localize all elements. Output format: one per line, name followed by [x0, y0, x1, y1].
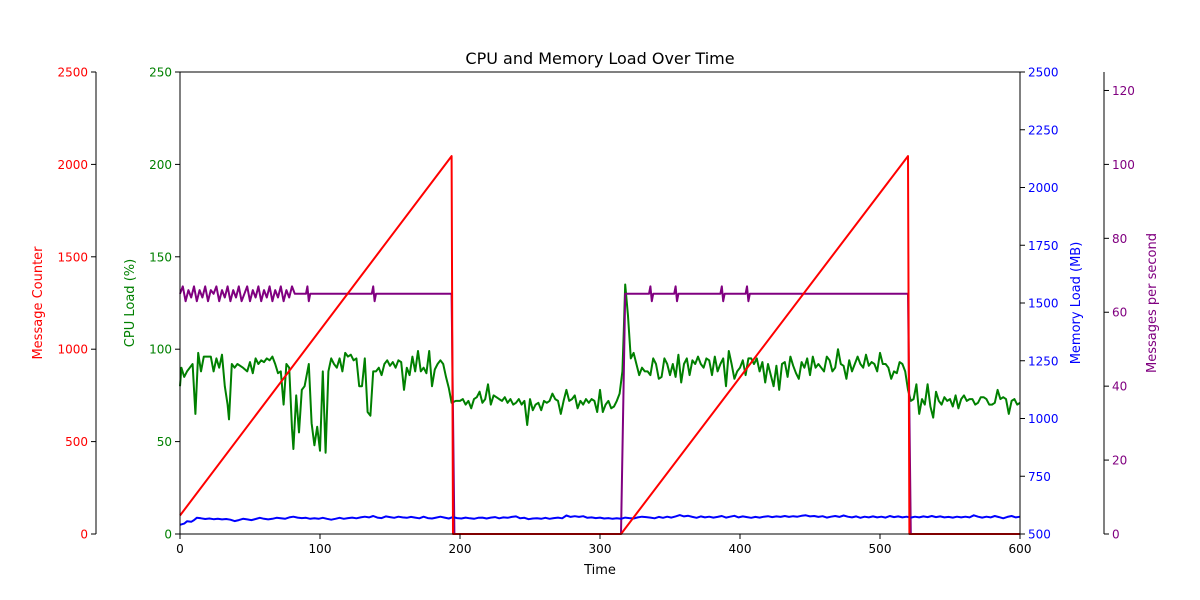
tick-label: 2000	[1028, 181, 1059, 195]
tick-label: 1750	[1028, 239, 1059, 253]
tick-label: 0	[1112, 528, 1120, 542]
memory-load-axis: 500 750 1000 1250 1500 1750 2000 2250 2500	[1020, 66, 1059, 542]
tick-label: 1500	[57, 250, 88, 264]
tick-label: 2250	[1028, 123, 1059, 137]
x-tick-label: 200	[449, 542, 472, 556]
x-tick-label: 300	[589, 542, 612, 556]
tick-label: 1000	[57, 343, 88, 357]
series-messages-per-second	[179, 285, 1020, 535]
tick-label: 60	[1112, 306, 1127, 320]
tick-label: 750	[1028, 470, 1051, 484]
tick-label: 2000	[57, 158, 88, 172]
tick-label: 0	[164, 528, 172, 542]
messages-per-second-axis-label: Messages per second	[1145, 233, 1160, 373]
message-counter-axis-label: Message Counter	[31, 246, 46, 360]
tick-label: 1250	[1028, 354, 1059, 368]
tick-label: 120	[1112, 84, 1135, 98]
tick-label: 500	[1028, 528, 1051, 542]
tick-label: 50	[157, 435, 172, 449]
series-cpu-load	[179, 283, 1021, 454]
messages-per-second-axis: 0 20 40 60 80 100 120	[1103, 72, 1135, 542]
tick-label: 500	[65, 435, 88, 449]
x-axis-label: Time	[583, 563, 616, 578]
tick-label: 1500	[1028, 297, 1059, 311]
memory-load-axis-label: Memory Load (MB)	[1069, 242, 1084, 365]
tick-label: 80	[1112, 232, 1127, 246]
tick-label: 2500	[57, 66, 88, 80]
plot-frame	[179, 71, 1021, 535]
x-axis: 0 100 200 300 400 500 600	[176, 534, 1031, 556]
series-message-counter	[179, 155, 1020, 535]
tick-label: 40	[1112, 380, 1127, 394]
tick-label: 100	[1112, 158, 1135, 172]
x-tick-label: 400	[729, 542, 752, 556]
tick-label: 2500	[1028, 66, 1059, 80]
x-tick-label: 600	[1009, 542, 1032, 556]
tick-label: 100	[149, 343, 172, 357]
x-tick-label: 100	[309, 542, 332, 556]
cpu-load-axis-label: CPU Load (%)	[123, 259, 138, 347]
series-memory-load	[179, 514, 1021, 526]
x-tick-label: 500	[869, 542, 892, 556]
tick-label: 150	[149, 250, 172, 264]
tick-label: 1000	[1028, 412, 1059, 426]
tick-label: 0	[80, 528, 88, 542]
x-tick-label: 0	[176, 542, 184, 556]
message-counter-axis: 0 500 1000 1500 2000 2500	[57, 66, 97, 542]
cpu-load-axis: 0 50 100 150 200 250	[149, 66, 180, 542]
tick-label: 250	[149, 66, 172, 80]
tick-label: 200	[149, 158, 172, 172]
tick-label: 20	[1112, 454, 1127, 468]
chart-title: CPU and Memory Load Over Time	[465, 49, 734, 68]
series-layer	[179, 155, 1021, 535]
